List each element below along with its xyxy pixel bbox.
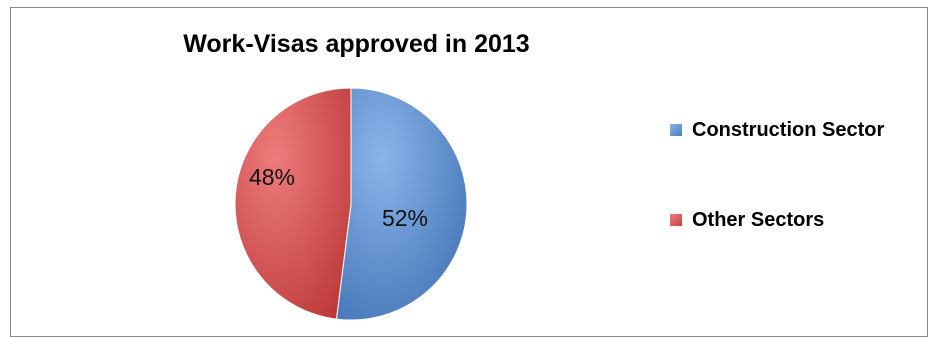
legend-item-other: Other Sectors — [670, 208, 922, 233]
data-label-construction: 52% — [382, 205, 428, 231]
slice-construction — [335, 87, 468, 321]
slice-other — [234, 87, 352, 320]
data-label-other: 48% — [249, 164, 295, 190]
chart-title: Work-Visas approved in 2013 — [183, 30, 530, 58]
legend-item-construction: Construction Sector — [670, 118, 922, 143]
legend-label-construction: Construction Sector — [692, 119, 885, 141]
chart-frame — [10, 7, 928, 337]
legend-swatch-other — [670, 214, 682, 226]
legend-label-other: Other Sectors — [692, 209, 825, 231]
legend-swatch-construction — [670, 124, 682, 136]
pie-chart: 52% 48% — [234, 87, 468, 321]
